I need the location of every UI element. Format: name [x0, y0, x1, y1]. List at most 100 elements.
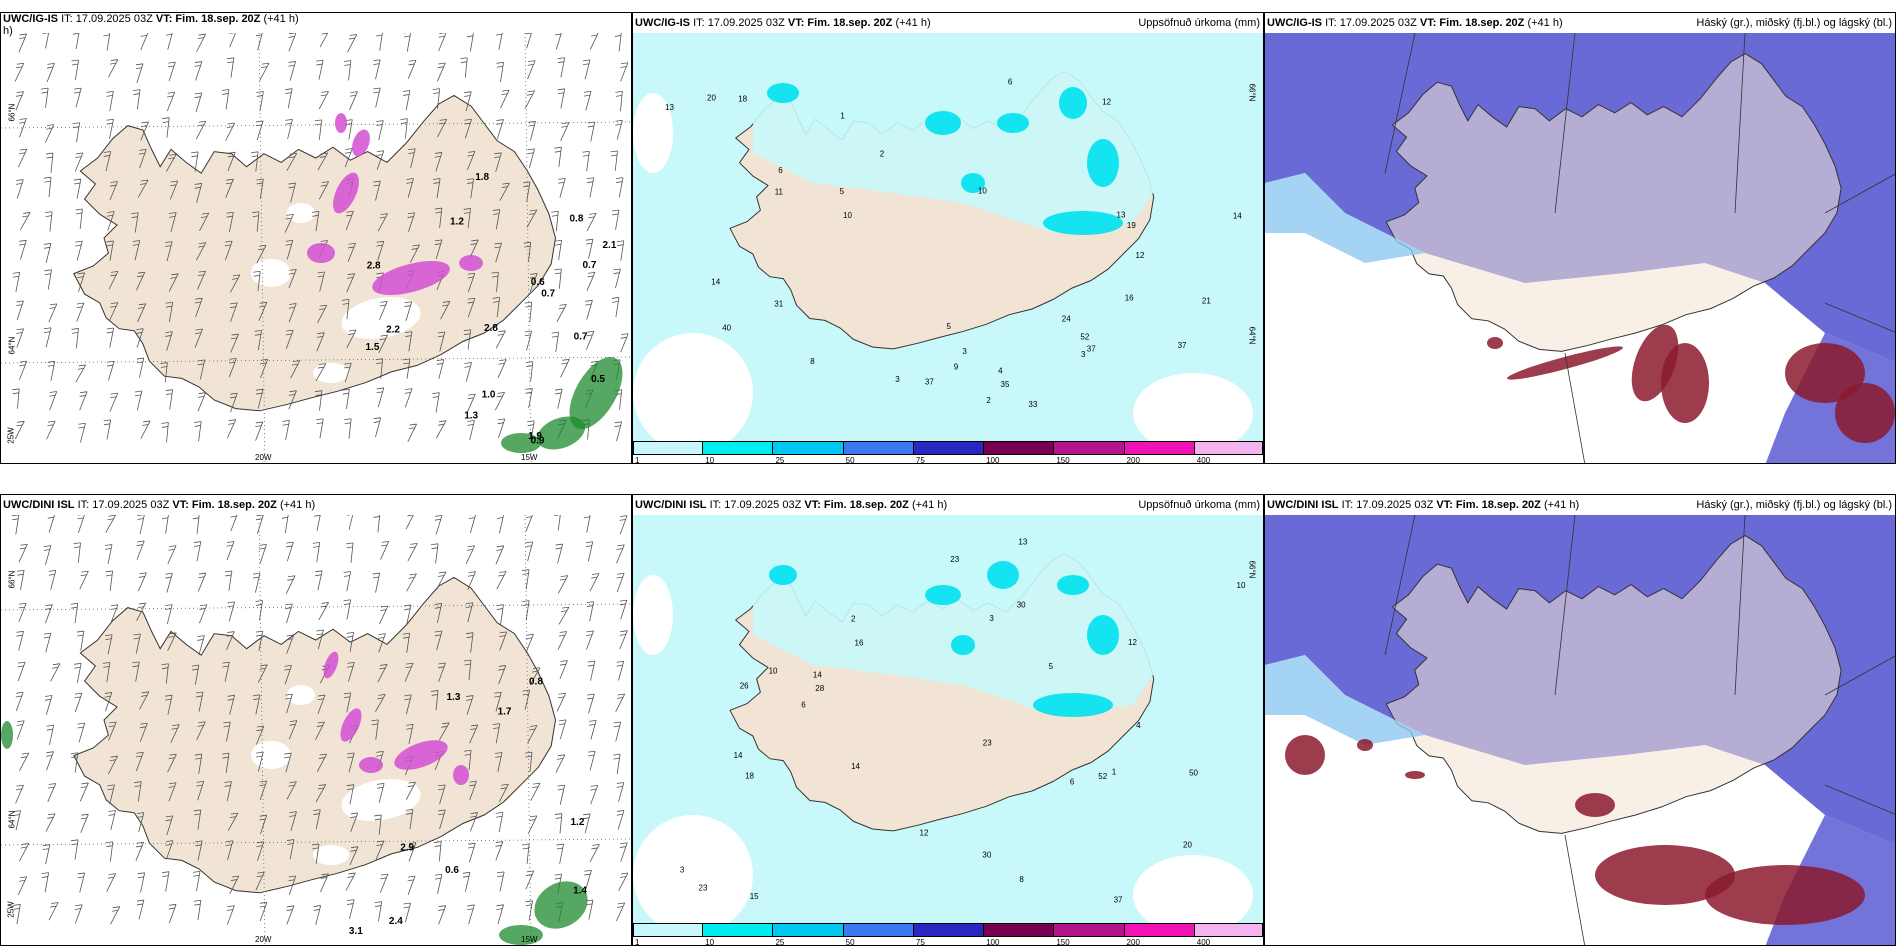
wind-barb — [346, 631, 355, 653]
init-time: IT: 17.09.2025 03Z — [709, 499, 802, 511]
iceland-land — [1385, 535, 1842, 834]
value-label: 3 — [1081, 350, 1086, 359]
wind-barb — [256, 751, 264, 772]
no-precip-area — [633, 93, 673, 173]
wind-barb — [343, 60, 352, 81]
boundary-line — [1824, 784, 1895, 815]
wind-barb — [46, 724, 55, 745]
wind-barb — [311, 210, 320, 232]
precip-area — [951, 635, 975, 655]
wind-barb — [47, 783, 57, 802]
wind-barb — [527, 815, 538, 835]
wind-barb — [77, 272, 86, 292]
precip-map: 3614141012122030502610372823523018152323… — [633, 515, 1263, 925]
boundary-line — [1564, 834, 1586, 945]
wind-barb — [256, 388, 264, 409]
wind-barb — [132, 89, 141, 110]
wind-barb — [137, 515, 145, 535]
wind-barb — [619, 630, 628, 650]
wind-barb — [15, 784, 24, 804]
wind-barb — [527, 148, 535, 169]
wind-barb — [251, 151, 259, 172]
wind-barb — [165, 572, 173, 593]
lon-label-25: 25W — [6, 901, 16, 918]
wind-barb — [407, 212, 416, 232]
wind-barb — [589, 573, 600, 592]
lead-time: (+41 h) — [279, 499, 316, 511]
wind-barb — [168, 61, 176, 82]
lead-time: (+41 h) — [263, 13, 299, 25]
model-name: UWC/IG-IS — [3, 13, 58, 25]
wind-barb — [376, 33, 383, 51]
wind-barb — [496, 119, 504, 139]
wind-barb — [18, 148, 28, 168]
panel-field-title: Háský (gr.), miðský (fj.bl.) og lágský (… — [1696, 499, 1892, 511]
wind-barb — [229, 33, 236, 48]
wind-barb — [137, 179, 149, 198]
wind-barb — [227, 694, 236, 715]
value-label: 1 — [840, 111, 845, 120]
colorbar-tick: 100 — [986, 938, 1000, 946]
colorbar-swatch — [633, 923, 704, 937]
wind-barb — [434, 603, 443, 624]
wind-barb — [43, 545, 52, 566]
wind-barb — [467, 272, 476, 293]
model-name: UWC/DINI ISL — [1267, 499, 1339, 511]
wind-barb — [12, 388, 20, 409]
wind-barb — [465, 545, 476, 564]
colorbar-swatch — [703, 923, 774, 937]
wind-barb — [583, 515, 591, 533]
cloud-high — [1661, 343, 1709, 423]
wind-barb — [614, 421, 623, 442]
no-precip-area — [633, 333, 753, 443]
wind-barb — [19, 360, 28, 380]
boundary-line — [1824, 655, 1895, 696]
wind-barb — [438, 905, 447, 925]
wind-barb — [47, 515, 55, 533]
wind-barb — [584, 869, 592, 890]
cloud-high — [1285, 735, 1325, 775]
wind-barb — [42, 844, 51, 865]
precip-area — [987, 561, 1019, 589]
lead-time: (+41 h) — [911, 499, 948, 511]
wind-barb — [105, 841, 114, 862]
wind-barb — [135, 271, 146, 291]
wind-barb — [259, 901, 268, 922]
value-label: 35 — [1001, 380, 1010, 389]
wind-barb — [285, 119, 293, 139]
precip-area — [340, 708, 362, 742]
wind-barb — [255, 871, 265, 891]
wind-barb — [320, 873, 329, 893]
wind-barb — [375, 358, 384, 379]
value-label: 52 — [1080, 333, 1089, 342]
wind-barb — [16, 300, 24, 320]
wind-barb — [554, 239, 562, 261]
value-label: 2.2 — [386, 325, 400, 336]
wind-barb — [169, 212, 177, 232]
wind-barb — [432, 88, 441, 109]
colorbar-tick: 10 — [705, 456, 715, 464]
wind-barb — [438, 33, 447, 52]
header-wrap: h) — [1, 21, 631, 41]
value-label: 4 — [1136, 721, 1141, 730]
wind-barb — [525, 633, 534, 653]
wind-barb — [16, 630, 24, 651]
wind-barb — [162, 117, 170, 138]
wind-barb — [616, 240, 625, 261]
wind-barb — [555, 33, 562, 50]
colorbar-swatch — [843, 441, 914, 455]
glacier — [251, 741, 291, 769]
wind-barb — [139, 722, 148, 742]
wind-barb — [140, 420, 151, 439]
value-label: 30 — [982, 850, 991, 859]
wind-barb — [434, 239, 443, 260]
wind-barb — [135, 328, 144, 348]
wind-barb — [288, 390, 297, 410]
wind-barb — [379, 605, 389, 625]
wind-barb — [288, 875, 297, 896]
wind-barb — [197, 270, 206, 290]
wind-barb — [17, 876, 28, 896]
colorbar-swatch — [1054, 441, 1125, 455]
wind-barb — [434, 515, 443, 535]
wind-barb — [77, 722, 86, 743]
